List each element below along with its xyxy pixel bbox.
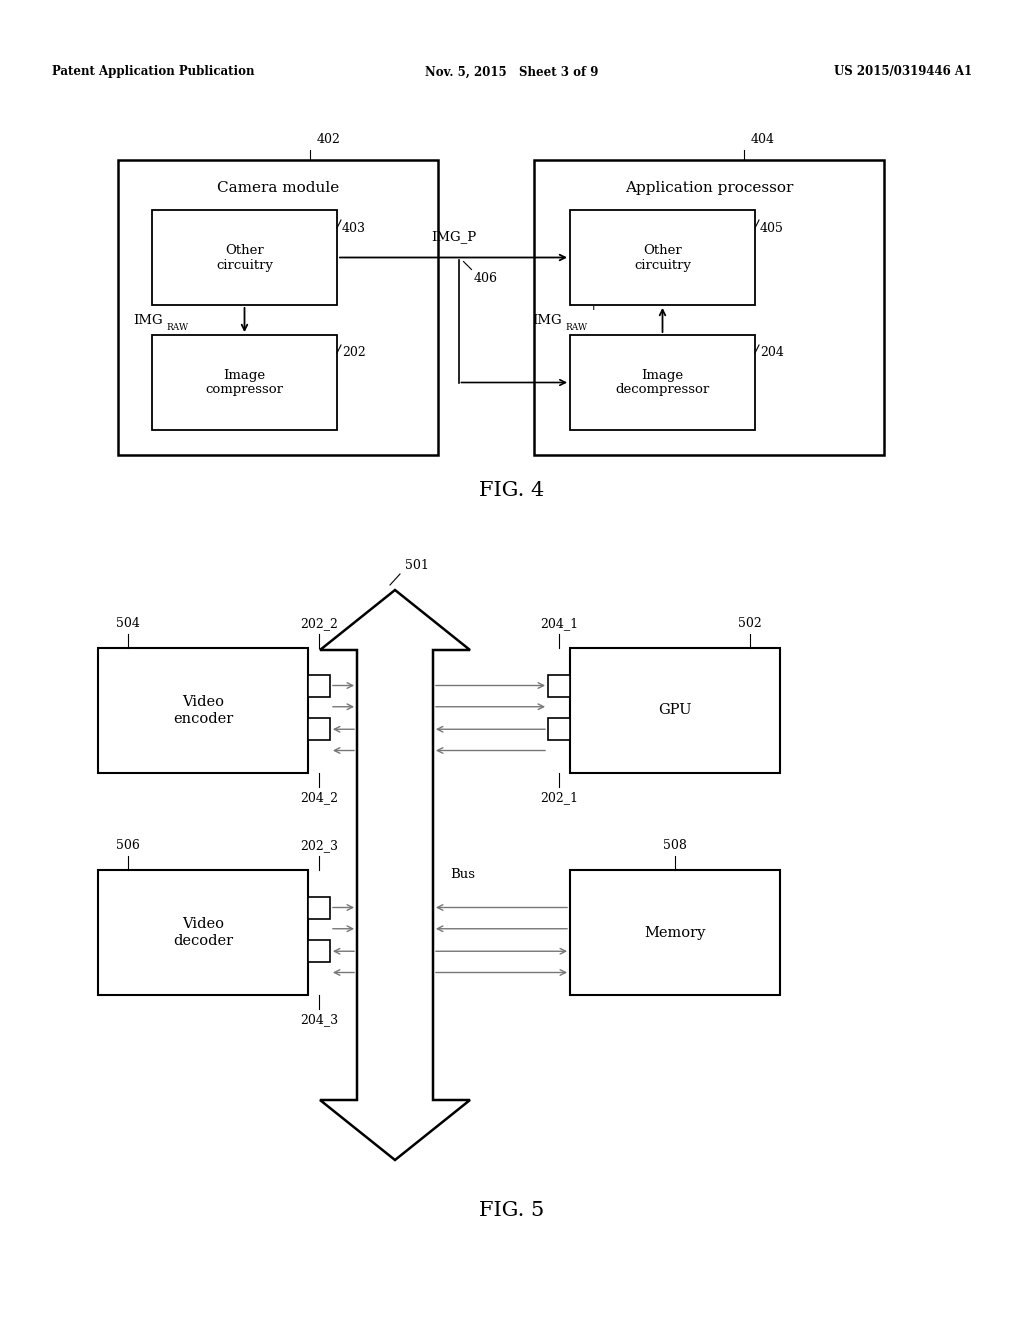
- Text: 406: 406: [473, 272, 498, 285]
- Text: Other
circuitry: Other circuitry: [634, 243, 691, 272]
- Bar: [152, 210, 337, 305]
- Text: Image
decompressor: Image decompressor: [615, 368, 710, 396]
- Bar: [570, 210, 755, 305]
- Text: 502: 502: [738, 616, 762, 630]
- Text: 202_1: 202_1: [540, 791, 578, 804]
- Text: Image
compressor: Image compressor: [206, 368, 284, 396]
- Text: Memory: Memory: [644, 925, 706, 940]
- Text: 204_3: 204_3: [300, 1012, 338, 1026]
- Text: 204_1: 204_1: [540, 616, 579, 630]
- Text: 508: 508: [664, 840, 687, 851]
- Text: 204: 204: [760, 346, 784, 359]
- Text: 504: 504: [116, 616, 140, 630]
- Bar: [534, 160, 884, 455]
- Bar: [152, 335, 337, 430]
- Text: 202_3: 202_3: [300, 840, 338, 851]
- Bar: [98, 870, 308, 995]
- Text: Nov. 5, 2015   Sheet 3 of 9: Nov. 5, 2015 Sheet 3 of 9: [425, 66, 599, 78]
- Bar: [570, 648, 780, 774]
- Text: 405: 405: [760, 222, 784, 235]
- Text: FIG. 5: FIG. 5: [479, 1200, 545, 1220]
- Bar: [308, 896, 330, 919]
- Text: Bus: Bus: [450, 869, 475, 882]
- Text: 404: 404: [751, 133, 775, 147]
- Bar: [308, 718, 330, 741]
- Text: Video
encoder: Video encoder: [173, 696, 233, 726]
- Text: Patent Application Publication: Patent Application Publication: [52, 66, 255, 78]
- Bar: [308, 940, 330, 962]
- Bar: [548, 675, 570, 697]
- Text: Application processor: Application processor: [625, 181, 794, 195]
- Text: RAW: RAW: [166, 322, 188, 331]
- Text: 202: 202: [342, 346, 366, 359]
- Bar: [570, 335, 755, 430]
- Text: 202_2: 202_2: [300, 616, 338, 630]
- Text: US 2015/0319446 A1: US 2015/0319446 A1: [834, 66, 972, 78]
- Text: ': ': [592, 306, 596, 319]
- Bar: [548, 718, 570, 741]
- Text: 402: 402: [316, 133, 340, 147]
- Polygon shape: [319, 590, 470, 1160]
- Text: 403: 403: [342, 222, 366, 235]
- Text: 501: 501: [406, 558, 429, 572]
- Text: Other
circuitry: Other circuitry: [216, 243, 273, 272]
- Text: IMG: IMG: [532, 314, 562, 326]
- Text: IMG: IMG: [133, 314, 163, 326]
- Bar: [570, 870, 780, 995]
- Text: 506: 506: [116, 840, 140, 851]
- Text: RAW: RAW: [565, 322, 587, 331]
- Bar: [308, 675, 330, 697]
- Bar: [118, 160, 438, 455]
- Text: FIG. 4: FIG. 4: [479, 480, 545, 499]
- Bar: [98, 648, 308, 774]
- Text: Camera module: Camera module: [217, 181, 339, 195]
- Text: Video
decoder: Video decoder: [173, 917, 233, 948]
- Text: GPU: GPU: [658, 704, 692, 718]
- Text: IMG_P: IMG_P: [431, 231, 476, 243]
- Text: 204_2: 204_2: [300, 791, 338, 804]
